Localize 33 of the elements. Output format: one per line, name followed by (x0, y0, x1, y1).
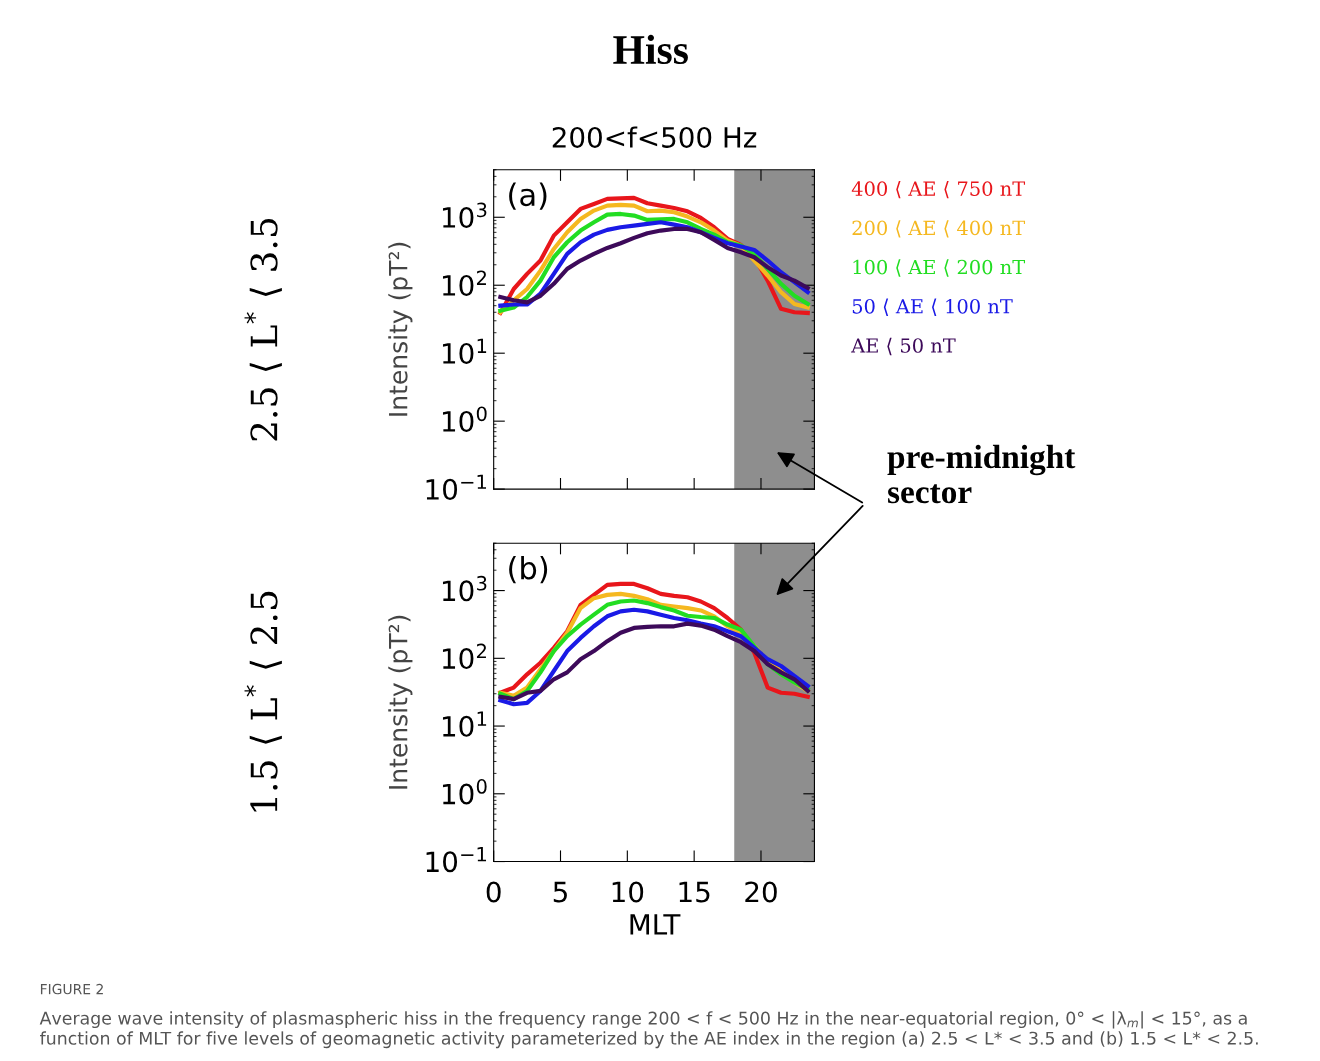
x-tick-label: 15 (679, 881, 710, 903)
text: 200 ⟨ AE ⟨ 400 nT (852, 220, 1026, 238)
caption: FIGURE 2 (40, 983, 103, 995)
y-tick-label: 10$^{1}$ (442, 338, 487, 364)
text: 50 ⟨ AE ⟨ 100 nT (852, 298, 1013, 316)
y-tick-label: 10$^{3}$ (442, 202, 487, 228)
y-tick-label: 10$^{2}$ (442, 643, 486, 670)
text: 1.5 ⟨ L$^{*}$ ⟨ 2.5 (244, 591, 282, 812)
x-tick-label: 0 (486, 881, 501, 903)
y-tick-label: 10$^{0}$ (442, 406, 487, 432)
text: 100 ⟨ AE ⟨ 200 nT (853, 259, 1026, 277)
text: 2.5 ⟨ L$^{*}$ ⟨ 3.5 (244, 218, 282, 441)
text: Average wave intensity of plasmaspheric hiss in the frequency range 200 < f < 500 Hz in the near-equatorial region, 0° < |λ$_{m}$| < 15°, as a function of MLT for five levels of geomagnetic activity parameterized by the AE index in the region (a) 2.5 < L* < 3.5 and (b) 1.5 < L* < 2.5. (39, 1011, 1258, 1049)
y-axis-title: Intensity (pT²) (388, 615, 413, 789)
y-tick-label: 10$^{2}$ (442, 270, 486, 296)
y-tick-label: 10$^{−1}$ (426, 474, 487, 500)
x-tick-label: 20 (745, 881, 777, 903)
y-tick-label: 10$^{3}$ (442, 575, 487, 602)
y-tick-label: 10$^{0}$ (442, 779, 487, 805)
text: 400 ⟨ AE ⟨ 750 nT (851, 180, 1026, 199)
text: pre-midnight sector (887, 444, 1076, 504)
annotation: (b) (509, 555, 548, 584)
y-axis-title: Intensity (pT²) (388, 242, 413, 416)
line-series (498, 621, 810, 702)
x-axis-title: MLT (630, 914, 681, 935)
y-tick-label: 10$^{−1}$ (426, 847, 487, 873)
x-tick-label: 10 (612, 881, 644, 903)
y-tick-label: 10$^{1}$ (442, 711, 487, 737)
text: AE ⟨ 50 nT (851, 337, 956, 356)
chart-subtitle: 200<f<500 Hz (552, 126, 757, 148)
chart-title: Hiss (613, 34, 688, 65)
x-tick-label: 5 (553, 881, 567, 903)
annotation: (a) (509, 182, 547, 210)
